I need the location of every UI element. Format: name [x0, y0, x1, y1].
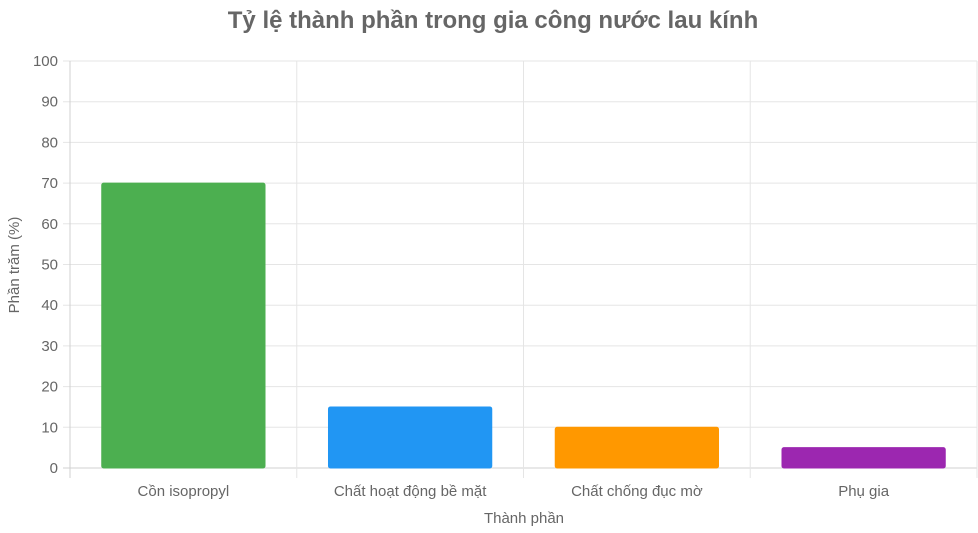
- y-tick-label: 70: [41, 175, 58, 192]
- chart-title: Tỷ lệ thành phần trong gia công nước lau…: [228, 7, 758, 34]
- x-axis-ticks: Cồn isopropyl Chất hoạt động bề mặt Chất c…: [138, 483, 890, 500]
- y-tick-label: 20: [41, 379, 58, 396]
- y-axis-ticks: 0 10 20 30 40 50 60 70 80 90 100: [33, 53, 58, 477]
- x-tick-label: Chất hoạt động bề mặt: [334, 483, 487, 500]
- y-tick-label: 90: [41, 94, 58, 111]
- x-axis-title: Thành phần: [484, 510, 564, 527]
- bar[interactable]: [781, 447, 946, 469]
- bar[interactable]: [327, 406, 493, 469]
- y-tick-label: 60: [41, 216, 58, 233]
- x-tick-label: Cồn isopropyl: [138, 483, 230, 500]
- bar[interactable]: [101, 182, 266, 469]
- y-tick-label: 50: [41, 257, 58, 274]
- bar[interactable]: [554, 426, 720, 469]
- y-tick-label: 10: [41, 419, 58, 436]
- x-tick-label: Chất chống đục mờ: [571, 483, 703, 500]
- y-tick-label: 0: [50, 460, 58, 477]
- x-tick-label: Phụ gia: [838, 483, 890, 500]
- y-tick-label: 40: [41, 297, 58, 314]
- y-tick-label: 80: [41, 134, 58, 151]
- y-tick-label: 100: [33, 53, 58, 70]
- y-tick-label: 30: [41, 338, 58, 355]
- y-axis-title: Phần trăm (%): [6, 217, 23, 314]
- bars: [101, 182, 946, 469]
